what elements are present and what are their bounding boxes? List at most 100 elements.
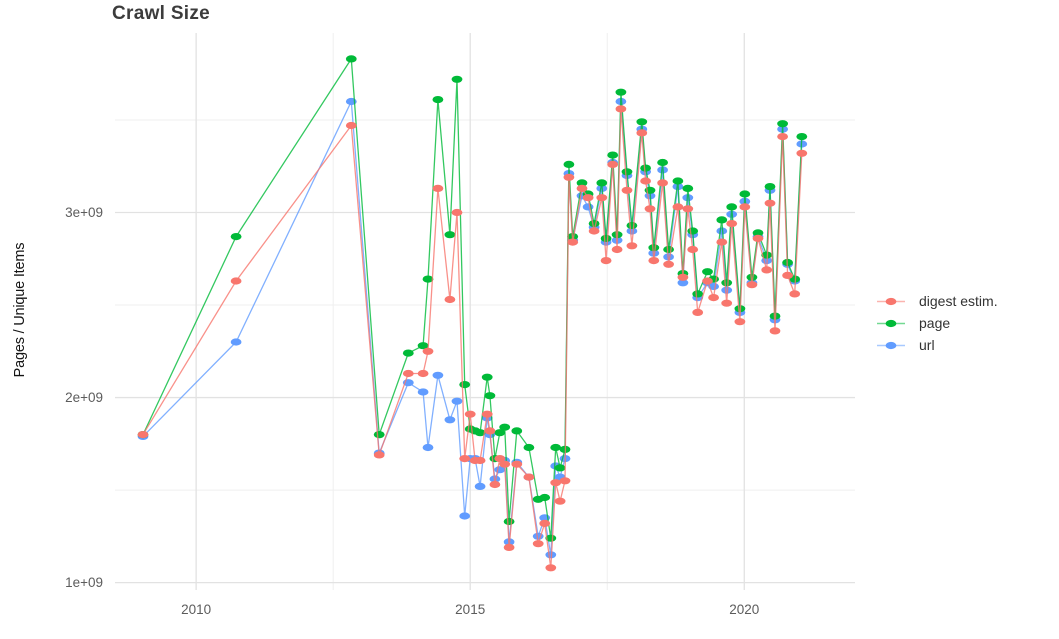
data-point-page xyxy=(499,423,511,431)
data-point-digestestim xyxy=(451,208,463,217)
data-point-digestestim xyxy=(464,410,476,418)
legend-label: url xyxy=(919,337,935,353)
data-point-digestestim xyxy=(230,277,242,285)
data-point-digestestim xyxy=(644,205,656,213)
data-point-digestestim xyxy=(422,347,434,355)
data-point-digestestim xyxy=(474,456,486,465)
legend-entry-page: page xyxy=(876,315,998,332)
data-point-page xyxy=(626,221,638,230)
data-point-url xyxy=(444,416,456,424)
series-line-digestestim xyxy=(142,108,803,568)
data-point-page xyxy=(511,427,523,435)
data-point-digestestim xyxy=(796,149,808,157)
data-point-digestestim xyxy=(588,227,600,235)
data-point-digestestim xyxy=(459,455,471,463)
data-point-digestestim xyxy=(777,133,788,141)
legend-key-icon xyxy=(877,341,905,350)
data-point-digestestim xyxy=(511,460,523,468)
x-tick-label: 2015 xyxy=(455,602,485,617)
data-point-page xyxy=(554,464,566,472)
data-point-digestestim xyxy=(734,318,746,326)
data-point-digestestim xyxy=(503,543,515,552)
data-point-page xyxy=(494,429,506,437)
data-point-digestestim xyxy=(640,177,651,185)
data-point-digestestim xyxy=(545,564,557,572)
data-point-url xyxy=(677,279,689,287)
data-point-digestestim xyxy=(764,199,776,207)
data-point-page xyxy=(596,179,608,187)
data-point-page xyxy=(721,279,733,287)
data-point-page xyxy=(474,429,486,437)
data-point-digestestim xyxy=(677,273,689,281)
data-point-page xyxy=(746,273,758,281)
data-point-digestestim xyxy=(752,234,764,242)
data-point-page xyxy=(545,534,557,542)
data-point-digestestim xyxy=(682,205,694,213)
data-point-digestestim xyxy=(532,540,544,548)
data-point-digestestim xyxy=(600,257,612,265)
data-point-digestestim xyxy=(554,497,566,505)
data-point-digestestim xyxy=(769,327,781,335)
data-point-digestestim xyxy=(739,203,751,211)
data-point-url xyxy=(474,482,486,490)
data-point-digestestim xyxy=(607,160,619,168)
data-point-page xyxy=(687,227,699,235)
data-point-page xyxy=(692,290,704,298)
data-point-digestestim xyxy=(782,271,793,279)
data-point-page xyxy=(621,168,633,176)
data-point-page xyxy=(373,431,385,439)
data-point-digestestim xyxy=(484,427,496,435)
data-point-digestestim xyxy=(417,369,429,378)
data-point-page xyxy=(459,381,471,389)
data-point-page xyxy=(739,190,751,198)
data-point-page xyxy=(716,216,728,224)
data-point-digestestim xyxy=(550,479,562,487)
y-tick-label: 2e+09 xyxy=(65,390,103,405)
data-point-digestestim xyxy=(373,451,385,459)
data-point-digestestim xyxy=(692,308,704,316)
data-point-page xyxy=(648,244,660,252)
data-point-digestestim xyxy=(563,173,575,181)
data-point-page xyxy=(640,164,651,172)
data-point-digestestim xyxy=(672,203,684,211)
data-point-page xyxy=(663,245,674,254)
y-tick-label: 3e+09 xyxy=(65,205,103,220)
chart-title: Crawl Size xyxy=(112,3,211,24)
data-point-page xyxy=(576,179,588,187)
data-point-url xyxy=(708,282,719,291)
data-point-digestestim xyxy=(615,105,627,113)
data-point-digestestim xyxy=(648,257,660,265)
data-point-page xyxy=(523,443,535,452)
data-point-page xyxy=(588,220,600,228)
data-point-page xyxy=(615,88,627,96)
data-point-page xyxy=(539,493,551,502)
data-point-page xyxy=(503,517,515,526)
data-point-page xyxy=(777,120,788,128)
data-point-digestestim xyxy=(345,121,357,130)
data-point-digestestim xyxy=(746,281,758,289)
data-point-digestestim xyxy=(402,369,414,378)
data-point-url xyxy=(721,286,733,294)
y-tick-label: 1e+09 xyxy=(65,575,103,590)
data-point-page xyxy=(444,231,456,239)
data-point-digestestim xyxy=(611,245,623,254)
data-point-page xyxy=(451,75,463,83)
data-point-digestestim xyxy=(657,179,668,187)
data-point-page xyxy=(726,203,738,211)
data-point-page xyxy=(761,251,773,259)
data-point-page xyxy=(550,443,562,452)
legend-entry-digestestim: digest estim. xyxy=(876,293,998,310)
data-point-digestestim xyxy=(432,184,444,192)
legend-label: digest estim. xyxy=(919,293,998,309)
data-point-url xyxy=(626,227,638,235)
data-point-digestestim xyxy=(137,431,149,439)
data-point-page xyxy=(600,234,612,242)
data-point-digestestim xyxy=(489,480,501,489)
data-point-page xyxy=(764,183,776,191)
x-tick-label: 2010 xyxy=(181,602,211,617)
data-point-digestestim xyxy=(721,299,733,307)
legend-key-icon xyxy=(877,319,905,328)
legend: digest estim. page url xyxy=(876,293,998,354)
data-point-page xyxy=(481,373,493,381)
